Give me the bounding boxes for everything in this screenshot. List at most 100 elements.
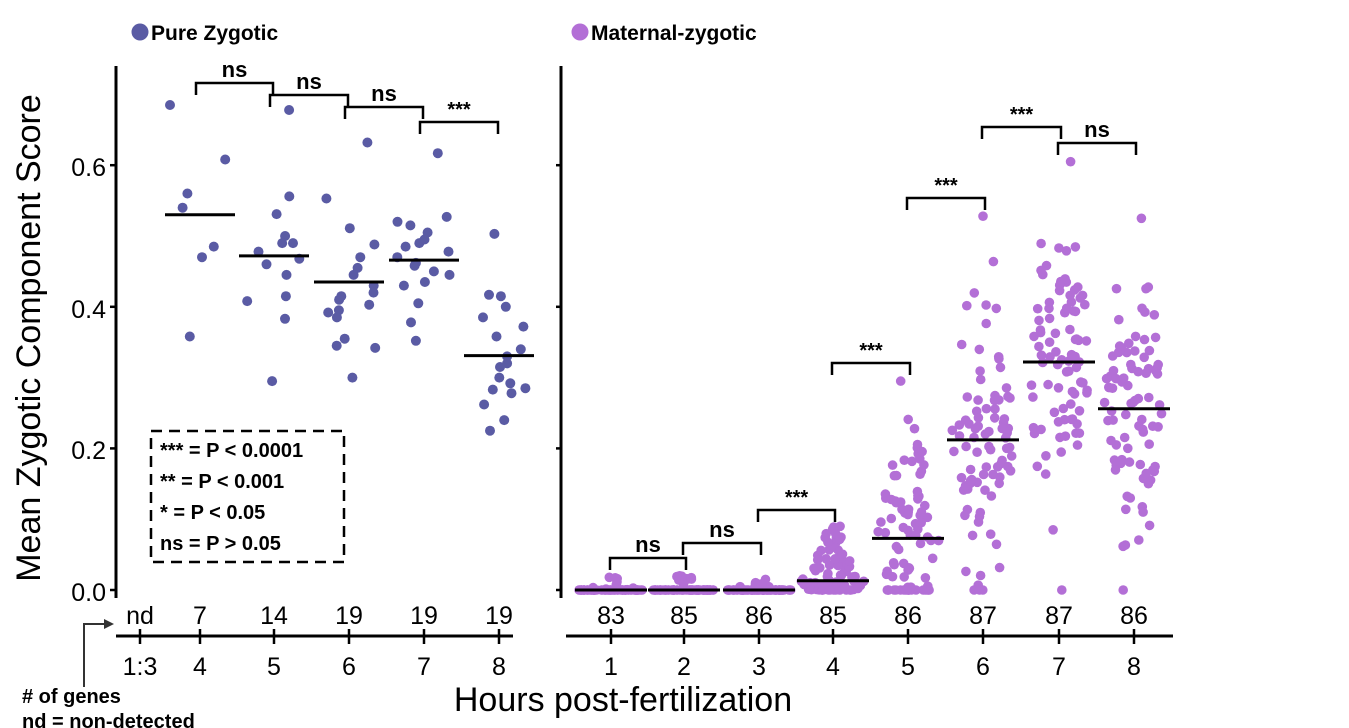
x-axis-marks: 1:3 nd 4 7 5 14 6 19 7 19 8 19 1 83 2 85 3 86 4 85 5 86 6 87 7 87… <box>110 163 1148 681</box>
data-point-maternal-zygotic <box>989 413 1000 423</box>
data-point-maternal-zygotic <box>994 354 1004 364</box>
data-point-maternal-zygotic <box>909 423 920 434</box>
data-point-maternal-zygotic <box>889 470 900 481</box>
data-point-maternal-zygotic <box>880 527 891 538</box>
data-point-maternal-zygotic <box>978 211 988 221</box>
data-point-maternal-zygotic <box>960 510 970 521</box>
data-point-maternal-zygotic <box>1136 213 1147 224</box>
data-point-maternal-zygotic <box>1111 283 1122 294</box>
data-point-maternal-zygotic <box>1110 465 1121 475</box>
data-point-maternal-zygotic <box>1139 352 1149 363</box>
data-point-maternal-zygotic <box>1044 297 1055 308</box>
data-point-maternal-zygotic <box>920 585 931 595</box>
data-point-pure-zygotic <box>331 312 342 323</box>
data-point-maternal-zygotic <box>1073 282 1083 292</box>
data-point-pure-zygotic <box>331 340 342 351</box>
data-point-maternal-zygotic <box>887 460 898 470</box>
data-point-maternal-zygotic <box>912 486 923 497</box>
data-point-maternal-zygotic <box>920 500 930 511</box>
data-point-maternal-zygotic <box>1061 367 1072 377</box>
data-point-pure-zygotic <box>444 269 455 280</box>
data-point-maternal-zygotic <box>1141 283 1151 294</box>
data-point-maternal-zygotic <box>1153 359 1163 370</box>
data-point-pure-zygotic <box>208 241 219 252</box>
data-point-maternal-zygotic <box>1139 334 1150 345</box>
data-point-pure-zygotic <box>500 301 511 312</box>
data-point-maternal-zygotic <box>985 444 996 455</box>
gene-count-label: 85 <box>819 602 847 630</box>
data-point-pure-zygotic <box>370 342 381 353</box>
data-point-maternal-zygotic <box>1124 457 1135 467</box>
data-point-pure-zygotic <box>419 277 430 287</box>
data-point-pure-zygotic <box>495 362 505 372</box>
data-point-maternal-zygotic <box>965 476 976 486</box>
data-point-maternal-zygotic <box>954 420 965 430</box>
data-point-pure-zygotic <box>364 299 375 310</box>
data-point-maternal-zygotic <box>961 566 971 577</box>
y-axis-label: Mean Zygotic Component Score <box>10 94 48 582</box>
data-point-maternal-zygotic <box>1036 424 1046 435</box>
x-tick-label: 6 <box>342 653 356 681</box>
data-point-maternal-zygotic <box>886 513 897 524</box>
data-point-maternal-zygotic <box>1108 415 1118 425</box>
data-point-maternal-zygotic <box>1065 156 1076 167</box>
data-point-maternal-zygotic <box>1041 451 1051 461</box>
x-tick-label: 8 <box>1127 653 1141 681</box>
gene-count-label: 14 <box>260 602 288 630</box>
data-point-pure-zygotic <box>362 137 373 148</box>
data-point-maternal-zygotic <box>1121 504 1131 515</box>
data-point-maternal-zygotic <box>1044 313 1055 324</box>
data-point-pure-zygotic <box>177 202 188 213</box>
gene-count-note: # of genes <box>22 686 121 708</box>
data-point-maternal-zygotic <box>984 426 994 437</box>
data-point-maternal-zygotic <box>973 413 984 423</box>
significance-label: ns <box>635 532 661 557</box>
data-point-maternal-zygotic <box>981 300 991 310</box>
data-point-maternal-zygotic <box>1144 392 1154 403</box>
data-point-maternal-zygotic <box>967 530 978 541</box>
data-point-maternal-zygotic <box>988 469 998 480</box>
data-point-maternal-zygotic <box>975 366 985 376</box>
significance-label: ns <box>222 57 248 82</box>
data-point-maternal-zygotic <box>915 454 925 464</box>
data-point-maternal-zygotic <box>1108 365 1119 376</box>
gene-count-label: 85 <box>670 602 698 630</box>
data-point-pure-zygotic <box>321 193 332 204</box>
data-point-maternal-zygotic <box>975 374 986 385</box>
data-point-maternal-zygotic <box>1121 409 1131 420</box>
data-point-pure-zygotic <box>253 246 264 257</box>
data-point-maternal-zygotic <box>1048 525 1058 535</box>
data-point-pure-zygotic <box>261 259 272 270</box>
data-point-maternal-zygotic <box>961 441 971 452</box>
data-point-maternal-zygotic <box>895 376 906 386</box>
significance-label: ns <box>1084 117 1110 142</box>
data-point-maternal-zygotic <box>1005 393 1015 403</box>
x-tick-label: 4 <box>826 653 840 681</box>
data-point-maternal-zygotic <box>849 571 859 582</box>
data-point-maternal-zygotic <box>991 539 1002 550</box>
y-tick-label: 0.2 <box>71 437 106 465</box>
data-point-maternal-zygotic <box>980 485 990 496</box>
data-point-maternal-zygotic <box>1032 461 1043 472</box>
data-point-maternal-zygotic <box>981 318 991 329</box>
data-point-maternal-zygotic <box>947 425 958 436</box>
data-point-pure-zygotic <box>334 294 345 305</box>
significance-label: *** <box>934 175 958 197</box>
data-point-maternal-zygotic <box>1006 451 1017 461</box>
data-point-maternal-zygotic <box>1057 585 1067 595</box>
data-point-pure-zygotic <box>184 331 195 342</box>
data-point-maternal-zygotic <box>1071 362 1082 373</box>
significance-legend-item: ns = P > 0.05 <box>160 533 281 555</box>
gene-count-label: nd <box>126 602 154 630</box>
data-point-maternal-zygotic <box>820 532 830 543</box>
data-point-pure-zygotic <box>487 384 498 395</box>
gene-count-arrow-head <box>104 619 114 629</box>
data-point-maternal-zygotic <box>972 447 982 458</box>
data-point-maternal-zygotic <box>903 414 913 425</box>
data-point-maternal-zygotic <box>1141 368 1151 379</box>
data-point-maternal-zygotic <box>837 549 848 559</box>
data-point-maternal-zygotic <box>915 538 926 549</box>
data-point-maternal-zygotic <box>1130 331 1141 342</box>
x-tick-label: 1 <box>604 653 618 681</box>
